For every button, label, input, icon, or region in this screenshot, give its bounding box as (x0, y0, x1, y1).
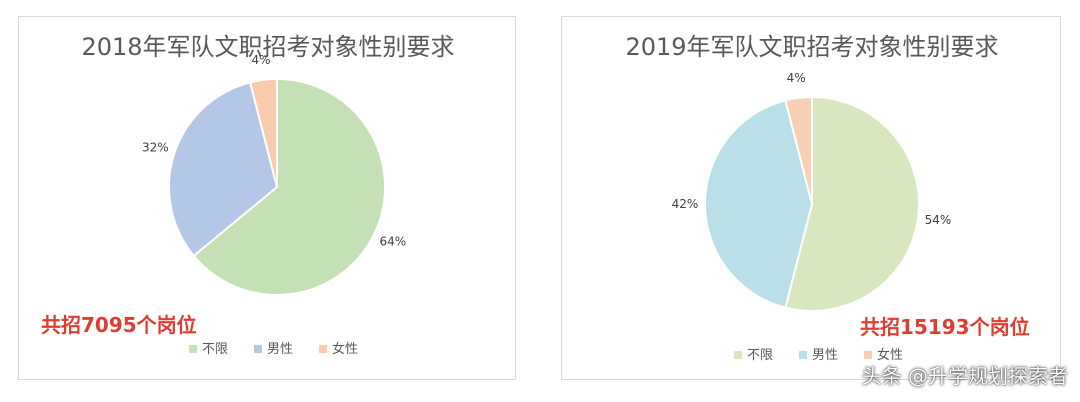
legend-swatch (734, 351, 742, 359)
pie-slice-3 (784, 95, 813, 205)
watermark: 头条 @升学规划探索者 (861, 364, 1068, 388)
chart-title: 2019年军队文职招考对象性别要求 (625, 33, 998, 61)
total-positions-note: 共招15193个岗位 (860, 315, 1030, 339)
legend-entry-label: 女性 (877, 347, 903, 363)
chart-panel-2019: 2019年军队文职招考对象性别要求 54% 42% 4% 不限 男性 女性 共招1519… (561, 16, 1061, 380)
pie-slice-2 (167, 81, 279, 258)
pie-data-label: 42% (672, 197, 699, 211)
legend-swatch (189, 345, 197, 353)
pie-slice-1 (192, 77, 386, 296)
chart-panel-2018: 2018年军队文职招考对象性别要求 64% 32% 4% 不限 男性 女性 共招7095… (18, 16, 516, 380)
legend-entry-label: 男性 (812, 348, 838, 363)
legend-entry-label: 男性 (267, 342, 293, 357)
pie-data-label: 4% (251, 53, 270, 67)
pie-data-label: 64% (379, 235, 406, 249)
chart-title: 2018年军队文职招考对象性别要求 (81, 33, 454, 61)
pie-data-label: 54% (925, 213, 952, 227)
legend-swatch (319, 345, 327, 353)
pie-slice-2 (704, 99, 814, 309)
pie-slice-3 (248, 77, 278, 188)
legend-swatch (799, 351, 807, 359)
legend-swatch (864, 351, 872, 359)
legend-swatch (254, 345, 262, 353)
pie-chart-2018: 2018年军队文职招考对象性别要求 64% 32% 4% 不限 男性 女性 (81, 33, 454, 357)
total-positions-note: 共招7095个岗位 (41, 313, 197, 337)
pie-data-label: 4% (787, 71, 806, 85)
pie-chart-2019: 2019年军队文职招考对象性别要求 54% 42% 4% 不限 男性 女性 (625, 33, 998, 363)
pie-data-label: 32% (142, 140, 169, 154)
pie-slice-1 (784, 95, 920, 312)
legend-entry-label: 女性 (332, 341, 358, 357)
legend-entry-label: 不限 (747, 348, 773, 363)
legend-entry-label: 不限 (202, 342, 228, 357)
